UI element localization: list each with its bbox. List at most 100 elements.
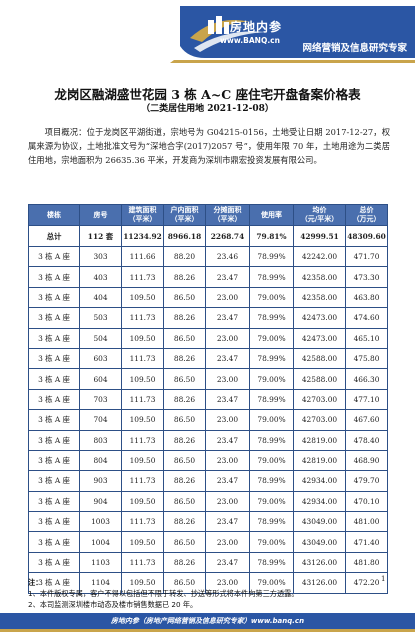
cell-shared-area: 23.00 xyxy=(205,490,250,513)
table-row: 3 栋 A 座 1103 111.73 88.26 23.47 78.99% 43126.0… xyxy=(28,551,388,574)
table-row: 3 栋 A 座 904 109.50 86.50 23.00 79.00% 42934.00… xyxy=(28,490,388,513)
cell-room: 904 xyxy=(79,490,122,513)
cell-avg-price: 42358.00 xyxy=(293,286,346,309)
cell-building: 3 栋 A 座 xyxy=(28,327,80,349)
notes-section: 注： 1、本件版权专属，客户不得以包括但不限于转发、抄送等形式将本件向第三方透露… xyxy=(28,577,358,610)
cell-usage-rate: 78.99% xyxy=(249,307,294,329)
table-row: 3 栋 A 座 903 111.73 88.26 23.47 78.99% 42934.00… xyxy=(28,470,388,492)
cell-room: 704 xyxy=(79,409,122,431)
cell-usage-rate: 79.00% xyxy=(249,327,294,349)
cell-avg-price: 42588.00 xyxy=(293,368,346,390)
cell-building-area: 109.50 xyxy=(121,327,164,349)
total-rooms: 112 套 xyxy=(79,225,122,247)
cell-usage-rate: 78.99% xyxy=(249,551,294,574)
cell-usage-rate: 78.99% xyxy=(249,245,294,268)
cell-building-area: 109.50 xyxy=(121,409,164,431)
table-header: 楼栋 房号 建筑面积 （平米） 户内面积 （平米） 分摊面积 （平米） 使用率 均价 （元/平米）总… xyxy=(28,204,388,226)
footer-bar xyxy=(0,613,415,629)
page-number: 1 xyxy=(381,575,386,583)
cell-building: 3 栋 A 座 xyxy=(28,307,80,329)
cell-total-price: 477.10 xyxy=(345,388,388,411)
cell-total-price: 473.30 xyxy=(345,266,388,288)
cell-inner-area: 86.50 xyxy=(163,572,206,594)
table-total-row: 总计 112 套 11234.92 8966.18 2268.74 79.81%… xyxy=(28,225,388,247)
cell-room: 804 xyxy=(79,449,122,472)
cell-total-price: 471.40 xyxy=(345,531,388,553)
cell-room: 503 xyxy=(79,307,122,329)
price-table: 楼栋 房号 建筑面积 （平米） 户内面积 （平米） 分摊面积 （平米） 使用率 均价 （元/平米）总… xyxy=(28,204,388,594)
cell-building: 3 栋 A 座 xyxy=(28,368,80,390)
cell-avg-price: 42703.00 xyxy=(293,388,346,411)
cell-usage-rate: 78.99% xyxy=(249,388,294,411)
cell-room: 603 xyxy=(79,347,122,370)
footer-accent-line xyxy=(0,629,415,632)
cell-usage-rate: 79.00% xyxy=(249,368,294,390)
cell-inner-area: 88.26 xyxy=(163,388,206,411)
cell-total-price: 474.60 xyxy=(345,307,388,329)
cell-avg-price: 43049.00 xyxy=(293,531,346,553)
total-shared-area: 2268.74 xyxy=(205,225,250,247)
cell-avg-price: 42934.00 xyxy=(293,470,346,492)
cell-room: 303 xyxy=(79,245,122,268)
brand-site: www.BANQ.cn xyxy=(220,36,280,45)
cell-room: 1103 xyxy=(79,551,122,574)
cell-inner-area: 88.26 xyxy=(163,307,206,329)
cell-usage-rate: 79.00% xyxy=(249,572,294,594)
table-row: 3 栋 A 座 1003 111.73 88.26 23.47 78.99% 43049.0… xyxy=(28,511,388,533)
notes-heading: 注： xyxy=(28,578,43,587)
note-item-1: 1、本件版权专属，客户不得以包括但不限于转发、抄送等形式将本件向第三方透露。 xyxy=(28,589,299,598)
cell-usage-rate: 78.99% xyxy=(249,470,294,492)
cell-usage-rate: 79.00% xyxy=(249,449,294,472)
cell-inner-area: 86.50 xyxy=(163,368,206,390)
cell-total-price: 481.00 xyxy=(345,511,388,533)
table-row: 3 栋 A 座 703 111.73 88.26 23.47 78.99% 42703.00… xyxy=(28,388,388,411)
column-header: 使用率 xyxy=(249,204,294,226)
cell-room: 903 xyxy=(79,470,122,492)
cell-building: 3 栋 A 座 xyxy=(28,470,80,492)
header-banner: 房地内参 www.BANQ.cn 网络营销及信息研究专家 xyxy=(0,0,415,64)
cell-shared-area: 23.00 xyxy=(205,286,250,309)
cell-usage-rate: 78.99% xyxy=(249,266,294,288)
table-row: 3 栋 A 座 503 111.73 88.26 23.47 78.99% 42473.00… xyxy=(28,307,388,329)
cell-avg-price: 42588.00 xyxy=(293,347,346,370)
cell-inner-area: 88.26 xyxy=(163,347,206,370)
cell-avg-price: 43049.00 xyxy=(293,511,346,533)
cell-avg-price: 42934.00 xyxy=(293,490,346,513)
cell-room: 1104 xyxy=(79,572,122,594)
brand-name: 房地内参 xyxy=(230,20,283,34)
column-header: 楼栋 xyxy=(28,204,80,226)
cell-avg-price: 42242.00 xyxy=(293,245,346,268)
total-avg-price: 42999.51 xyxy=(293,225,346,247)
cell-avg-price: 42819.00 xyxy=(293,449,346,472)
cell-avg-price: 42819.00 xyxy=(293,429,346,451)
cell-inner-area: 86.50 xyxy=(163,327,206,349)
cell-building-area: 111.66 xyxy=(121,245,164,268)
cell-building: 3 栋 A 座 xyxy=(28,347,80,370)
cell-total-price: 466.30 xyxy=(345,368,388,390)
cell-shared-area: 23.47 xyxy=(205,551,250,574)
total-usage-rate: 79.81% xyxy=(249,225,294,247)
cell-usage-rate: 78.99% xyxy=(249,511,294,533)
footer-text: 房地内参（房地产网络营销及信息研究专家）www.banq.cn xyxy=(110,617,305,625)
cell-usage-rate: 78.99% xyxy=(249,429,294,451)
cell-shared-area: 23.00 xyxy=(205,531,250,553)
table-row: 3 栋 A 座 403 111.73 88.26 23.47 78.99% 42358.00… xyxy=(28,266,388,288)
cell-total-price: 465.10 xyxy=(345,327,388,349)
cell-avg-price: 42358.00 xyxy=(293,266,346,288)
cell-building-area: 111.73 xyxy=(121,429,164,451)
cell-building: 3 栋 A 座 xyxy=(28,531,80,553)
cell-usage-rate: 79.00% xyxy=(249,490,294,513)
cell-building-area: 109.50 xyxy=(121,531,164,553)
cell-total-price: 467.60 xyxy=(345,409,388,431)
cell-shared-area: 23.00 xyxy=(205,409,250,431)
banner-background xyxy=(170,6,415,63)
cell-building-area: 111.73 xyxy=(121,551,164,574)
cell-avg-price: 43126.00 xyxy=(293,551,346,574)
table-row: 3 栋 A 座 404 109.50 86.50 23.00 79.00% 42358.00… xyxy=(28,286,388,309)
cell-shared-area: 23.47 xyxy=(205,266,250,288)
cell-building: 3 栋 A 座 xyxy=(28,266,80,288)
cell-shared-area: 23.47 xyxy=(205,429,250,451)
cell-inner-area: 88.20 xyxy=(163,245,206,268)
cell-usage-rate: 78.99% xyxy=(249,347,294,370)
cell-usage-rate: 79.00% xyxy=(249,409,294,431)
